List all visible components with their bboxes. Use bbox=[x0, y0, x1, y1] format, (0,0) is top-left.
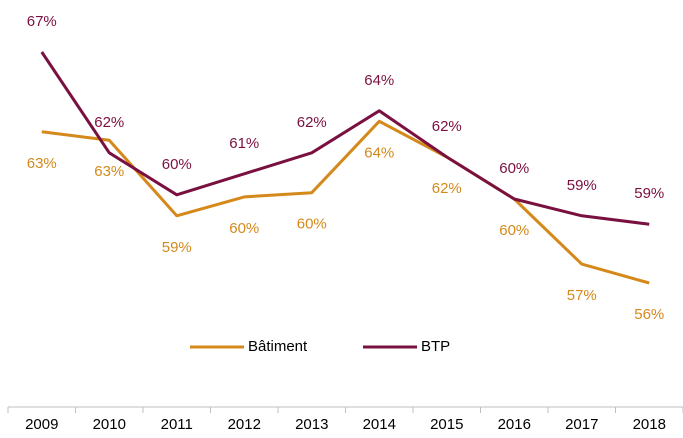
legend-label: Bâtiment bbox=[248, 338, 308, 355]
data-label: 61% bbox=[229, 135, 259, 152]
x-tick-label: 2013 bbox=[295, 416, 328, 433]
data-label: 59% bbox=[162, 239, 192, 256]
x-tick-label: 2014 bbox=[363, 416, 396, 433]
series-line bbox=[40, 51, 650, 226]
data-label: 64% bbox=[364, 144, 394, 161]
data-label: 57% bbox=[567, 287, 597, 304]
x-tick-label: 2015 bbox=[430, 416, 463, 433]
data-label: 60% bbox=[162, 156, 192, 173]
data-label: 62% bbox=[432, 180, 462, 197]
data-label: 59% bbox=[634, 185, 664, 202]
data-label: 59% bbox=[567, 177, 597, 194]
data-label: 62% bbox=[94, 114, 124, 131]
data-label: 60% bbox=[499, 160, 529, 177]
data-label: 56% bbox=[634, 306, 664, 323]
data-label: 62% bbox=[432, 118, 462, 135]
x-tick-label: 2011 bbox=[161, 416, 193, 433]
data-label: 60% bbox=[297, 216, 327, 233]
x-tick-label: 2012 bbox=[228, 416, 261, 433]
series-line bbox=[41, 119, 650, 285]
x-tick-label: 2010 bbox=[93, 416, 126, 433]
data-label: 60% bbox=[499, 222, 529, 239]
x-tick-label: 2016 bbox=[498, 416, 531, 433]
x-tick-label: 2009 bbox=[25, 416, 58, 433]
data-label: 62% bbox=[297, 114, 327, 131]
data-label: 63% bbox=[27, 155, 57, 172]
legend-label: BTP bbox=[421, 338, 450, 355]
data-label: 67% bbox=[27, 13, 57, 30]
data-label: 64% bbox=[364, 72, 394, 89]
data-label: 60% bbox=[229, 220, 259, 237]
x-tick-label: 2018 bbox=[633, 416, 666, 433]
data-label: 63% bbox=[94, 163, 124, 180]
x-tick-label: 2017 bbox=[565, 416, 598, 433]
